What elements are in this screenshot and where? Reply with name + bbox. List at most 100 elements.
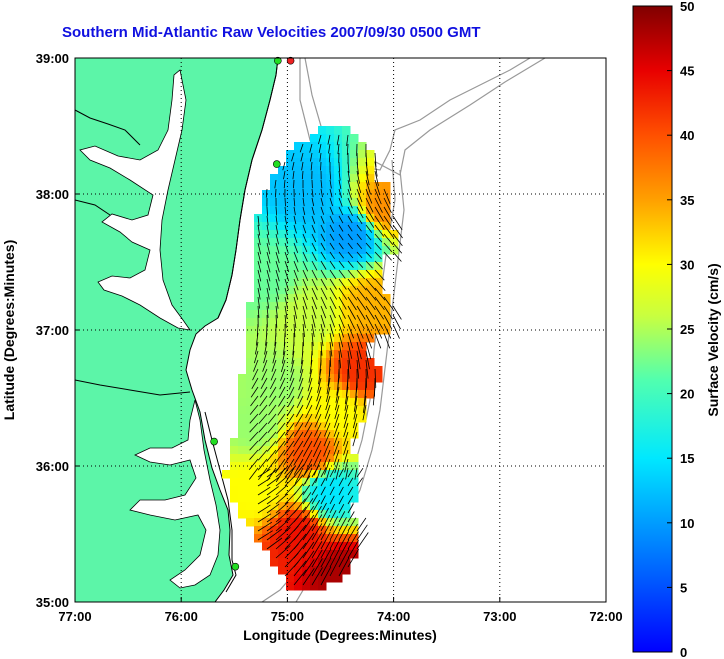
field-cell	[246, 302, 255, 311]
field-cell	[382, 302, 391, 311]
colorbar-tick-label: 50	[680, 0, 694, 14]
field-cell	[286, 222, 295, 231]
y-axis-label: Latitude (Degrees:Minutes)	[1, 240, 17, 420]
velocity-vector	[311, 251, 317, 261]
field-cell	[342, 286, 351, 295]
field-cell	[342, 494, 351, 503]
field-cell	[278, 182, 287, 191]
field-cell	[358, 182, 367, 191]
velocity-vector	[284, 543, 299, 559]
velocity-vector	[343, 422, 349, 438]
field-cell	[302, 582, 311, 591]
field-cell	[342, 486, 351, 495]
velocity-vector	[356, 224, 362, 232]
velocity-vector	[347, 548, 360, 568]
velocity-vector	[302, 224, 307, 234]
field-cell	[350, 206, 359, 215]
field-cell	[286, 294, 295, 303]
field-cell	[310, 582, 319, 591]
velocity-vector	[280, 359, 286, 373]
field-cell	[334, 478, 343, 487]
field-cell	[310, 494, 319, 503]
field-cell	[302, 262, 311, 271]
field-cell	[246, 494, 255, 503]
field-cell	[342, 142, 351, 151]
velocity-vector	[311, 305, 317, 319]
field-cell	[342, 358, 351, 367]
field-cell	[366, 278, 375, 287]
velocity-vector	[275, 518, 291, 532]
velocity-vector	[293, 206, 296, 216]
field-cell	[374, 182, 383, 191]
field-cell	[310, 278, 319, 287]
field-cell	[366, 310, 375, 319]
velocity-vector	[257, 530, 273, 541]
field-cell	[358, 206, 367, 215]
field-cell	[358, 398, 367, 407]
field-cell	[334, 206, 343, 215]
velocity-vector	[266, 449, 277, 462]
velocity-vector	[295, 413, 304, 427]
velocity-vector	[320, 206, 325, 215]
velocity-vector	[347, 486, 354, 496]
field-cell	[302, 382, 311, 391]
colorbar-tick-label: 20	[680, 387, 694, 402]
field-cell	[286, 358, 295, 367]
field-cell	[366, 150, 375, 159]
field-cell	[262, 254, 271, 263]
field-cell	[366, 166, 375, 175]
velocity-vector	[333, 449, 340, 466]
velocity-vector	[249, 422, 259, 433]
field-cell	[286, 238, 295, 247]
velocity-vector	[311, 269, 318, 281]
colorbar-tick-label: 35	[680, 193, 694, 208]
velocity-vector	[275, 251, 280, 264]
field-cell	[334, 502, 343, 511]
velocity-vector	[275, 501, 289, 514]
velocity-vector	[284, 422, 295, 436]
field-cell	[254, 494, 263, 503]
field-cell	[366, 158, 375, 167]
velocity-vector	[352, 422, 358, 438]
velocity-vector	[284, 465, 296, 478]
field-cell	[270, 510, 279, 519]
field-cell	[302, 470, 311, 479]
velocity-vector	[249, 431, 259, 442]
velocity-vector	[252, 368, 259, 381]
field-cell	[270, 558, 279, 567]
field-cell	[270, 326, 279, 335]
field-cell	[286, 518, 295, 527]
velocity-vector	[327, 368, 331, 386]
field-cell	[318, 462, 327, 471]
field-cell	[310, 174, 319, 183]
velocity-vector	[338, 296, 347, 310]
velocity-vector	[365, 287, 377, 301]
field-cell	[374, 254, 383, 263]
field-cell	[278, 254, 287, 263]
field-cell	[350, 254, 359, 263]
velocity-vector	[303, 458, 313, 476]
velocity-vector	[270, 368, 277, 381]
field-cell	[350, 462, 359, 471]
field-cell	[358, 382, 367, 391]
velocity-vector	[328, 152, 331, 163]
field-cell	[294, 502, 303, 511]
velocity-vector	[374, 224, 385, 237]
field-cell	[374, 238, 383, 247]
velocity-vector	[275, 287, 280, 300]
velocity-vector	[356, 179, 362, 194]
field-cell	[334, 230, 343, 239]
velocity-vector	[284, 458, 295, 475]
velocity-vector	[383, 305, 394, 320]
field-cell	[254, 270, 263, 279]
velocity-vector	[329, 305, 336, 319]
velocity-vector	[302, 260, 309, 272]
field-cell	[302, 406, 311, 415]
field-cell	[254, 478, 263, 487]
field-cell	[246, 382, 255, 391]
field-cell	[326, 270, 335, 279]
field-cell	[334, 198, 343, 207]
velocity-vector	[329, 531, 340, 550]
field-cell	[230, 462, 239, 471]
velocity-vector	[266, 537, 283, 550]
